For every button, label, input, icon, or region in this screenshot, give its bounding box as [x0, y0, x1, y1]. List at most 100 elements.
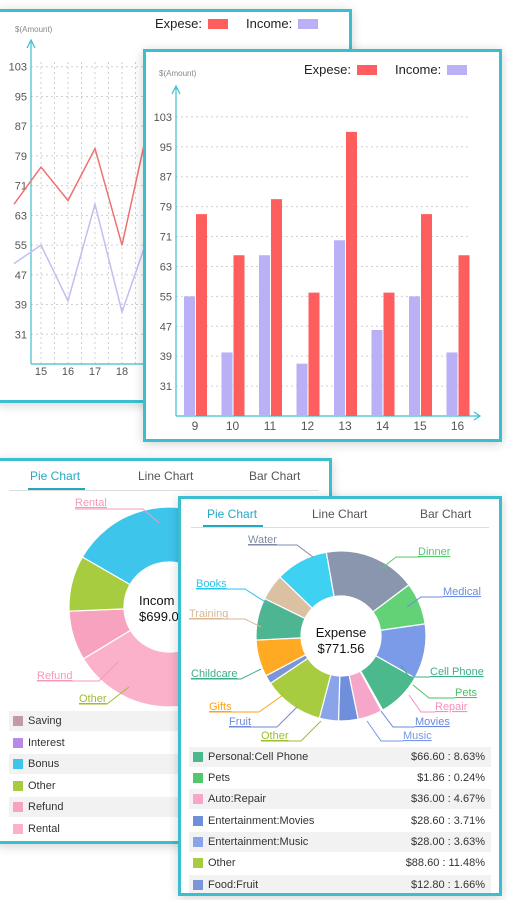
y-tick-label: 71 — [15, 181, 27, 193]
x-tick-label: 9 — [192, 419, 199, 433]
income-bar — [184, 296, 195, 416]
list-item-value: $66.60 : 8.63% — [410, 751, 485, 763]
list-item-value: $12.80 : 1.66% — [410, 879, 485, 891]
expense-donut-chart: Water Dinner Books Medical Training Childcare… — [189, 534, 484, 742]
color-swatch — [193, 794, 203, 804]
list-item[interactable]: Rental — [9, 819, 325, 839]
list-item[interactable]: Auto:Repair $36.00 : 4.67% — [189, 789, 491, 809]
color-swatch — [193, 837, 203, 847]
income-bar — [409, 296, 420, 416]
list-item[interactable]: Entertainment:Music $28.00 : 3.63% — [189, 832, 491, 852]
expense-bar — [271, 199, 282, 416]
pie-slice-label: Dinner — [418, 546, 451, 558]
tab-pie-chart[interactable]: Pie Chart — [30, 469, 81, 483]
pie-leader-line — [229, 706, 298, 728]
active-tab-indicator — [28, 488, 85, 490]
expense-bar — [233, 255, 245, 416]
income-bar — [296, 363, 308, 416]
bar-chart: $(Amount) 103 95 87 79 71 63 55 47 39 31 9 10 11 12 13 1… — [154, 69, 482, 433]
pie-leader-line — [209, 694, 284, 713]
list-item-label: Refund — [28, 801, 64, 813]
y-axis-label: $(Amount) — [159, 69, 197, 78]
color-swatch — [13, 716, 23, 726]
x-tick-label: 18 — [116, 366, 128, 378]
list-item-label: Food:Fruit — [208, 879, 259, 891]
pie-leader-line — [380, 556, 421, 570]
list-item[interactable]: Food:Fruit $12.80 : 1.66% — [189, 875, 491, 893]
tab-bar: Pie Chart Line Chart Bar Chart — [181, 499, 499, 529]
list-item[interactable]: Pets $1.86 : 0.24% — [189, 768, 491, 788]
y-tick-label: 63 — [160, 261, 172, 273]
color-swatch — [193, 880, 203, 890]
legend-income-label: Income: — [394, 62, 442, 77]
expense-center-title: Expense — [315, 625, 367, 640]
expense-bar — [196, 214, 207, 416]
y-tick-label: 87 — [15, 121, 27, 133]
legend-income-swatch — [447, 64, 468, 75]
pie-slice-label: Medical — [443, 586, 481, 598]
pie-leader-line — [196, 588, 268, 604]
x-tick-label: 12 — [301, 419, 315, 433]
y-tick-label: 47 — [160, 321, 172, 333]
list-item-label: Rental — [28, 823, 60, 835]
legend-expense-label: Expese: — [304, 62, 351, 77]
expense-center-value: $771.56 — [317, 641, 365, 656]
list-item-label: Saving — [28, 715, 62, 727]
tab-bar-chart[interactable]: Bar Chart — [249, 469, 301, 483]
x-tick-label: 11 — [264, 419, 277, 433]
pie-leader-line — [412, 684, 455, 699]
x-tick-label: 16 — [62, 366, 74, 378]
line-chart-legend: Expese: Income: — [155, 16, 336, 31]
tab-divider — [191, 527, 489, 528]
pie-slice-label: Training — [189, 608, 228, 620]
y-tick-label: 71 — [160, 232, 172, 244]
legend-expense-label: Expese: — [155, 16, 202, 31]
tab-line-chart[interactable]: Line Chart — [312, 507, 368, 521]
list-item[interactable]: Entertainment:Movies $28.60 : 3.71% — [189, 811, 491, 831]
list-item-label: Other — [208, 857, 236, 869]
pie-slice-label: Music — [403, 730, 432, 742]
y-tick-label: 39 — [160, 351, 172, 363]
pie-leader-line — [79, 686, 130, 705]
pie-slice-label: Other — [79, 693, 107, 705]
list-item-value: $36.00 : 4.67% — [410, 793, 485, 805]
legend-expense-swatch — [207, 18, 228, 29]
tab-line-chart[interactable]: Line Chart — [138, 469, 194, 483]
x-tick-label: 14 — [376, 419, 390, 433]
tab-pie-chart[interactable]: Pie Chart — [207, 507, 258, 521]
expense-bar — [308, 292, 320, 416]
x-tick-label: 15 — [35, 366, 47, 378]
pie-slice-label: Movies — [415, 716, 450, 728]
y-axis-arrow — [171, 84, 181, 95]
pie-leader-line — [400, 664, 430, 678]
x-axis-arrow — [473, 411, 482, 421]
y-tick-label: 95 — [160, 142, 172, 154]
list-item[interactable]: Personal:Cell Phone $66.60 : 8.63% — [189, 747, 491, 767]
y-tick-label: 55 — [15, 240, 27, 252]
x-tick-label: 17 — [89, 366, 101, 378]
pie-leader-line — [380, 710, 415, 728]
pie-slice-label: Other — [261, 730, 289, 742]
list-item[interactable]: Interest — [9, 733, 325, 753]
list-item-label: Personal:Cell Phone — [208, 751, 309, 763]
color-swatch — [13, 738, 23, 748]
income-bar — [259, 255, 270, 416]
pie-leader-line — [75, 508, 160, 524]
tab-bar-chart[interactable]: Bar Chart — [420, 507, 472, 521]
x-tick-label: 15 — [413, 419, 427, 433]
pie-slice-label: Rental — [75, 497, 107, 509]
pie-slice-label: Water — [248, 534, 277, 546]
expense-bar — [346, 131, 357, 416]
color-swatch — [13, 781, 23, 791]
color-swatch — [193, 773, 203, 783]
bar-chart-card: $(Amount) 103 95 87 79 71 63 55 47 39 31 9 10 11 12 13 1… — [143, 49, 502, 442]
list-item-label: Interest — [28, 737, 65, 749]
pie-leader-line — [248, 544, 314, 558]
list-item-label: Pets — [208, 772, 231, 784]
expense-line — [13, 122, 150, 246]
y-tick-label: 103 — [9, 62, 27, 74]
list-item[interactable]: Other — [9, 776, 325, 796]
list-item-label: Entertainment:Movies — [208, 815, 315, 827]
expense-bar — [458, 255, 470, 416]
list-item[interactable]: Other $88.60 : 11.48% — [189, 853, 491, 873]
